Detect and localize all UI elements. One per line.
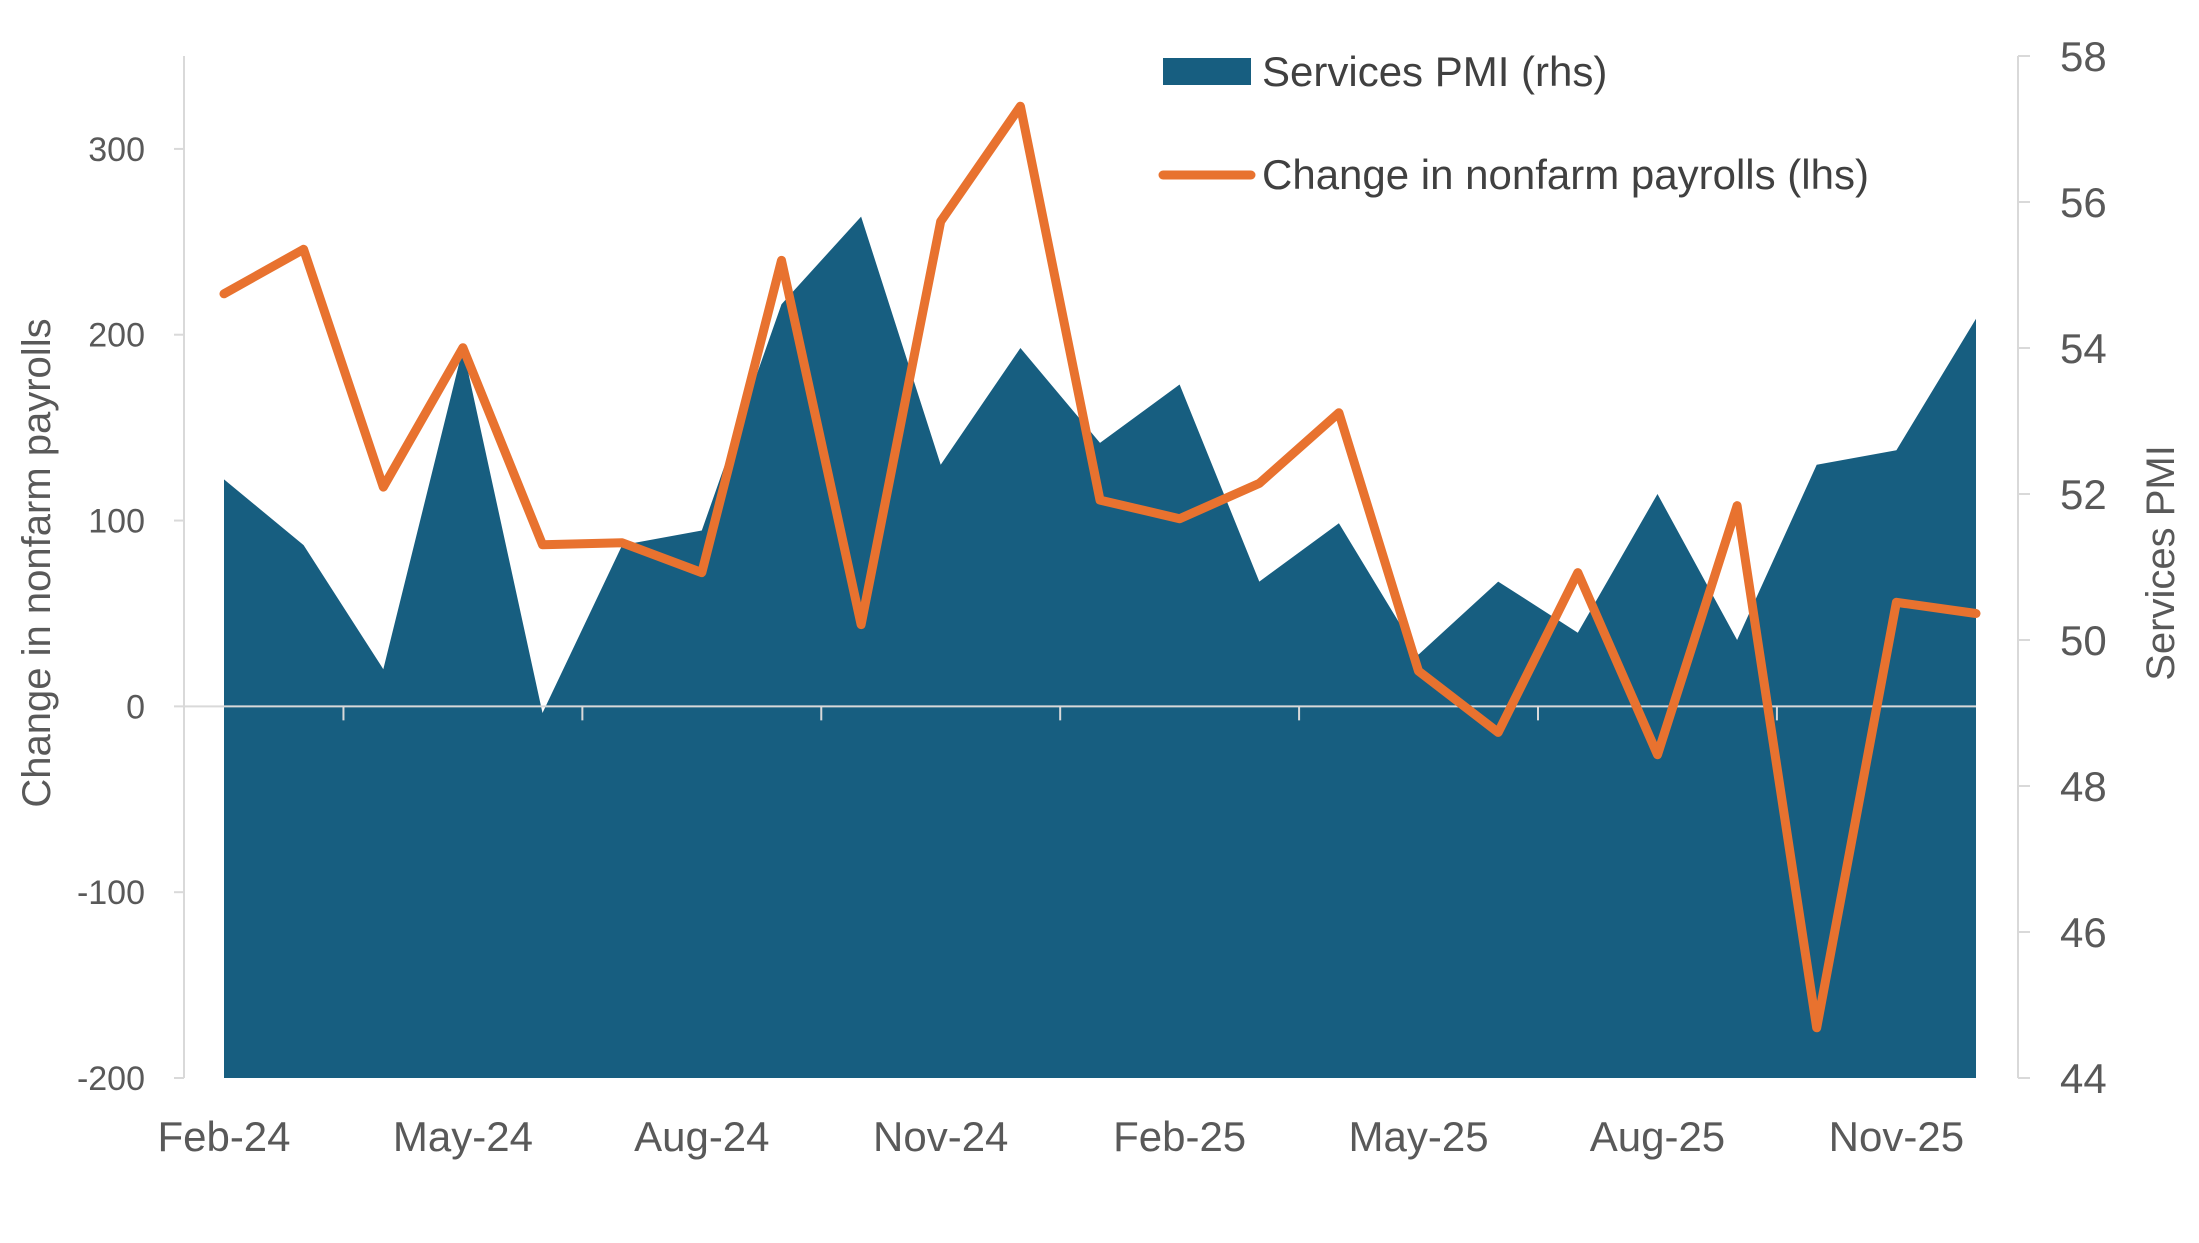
x-tick-label: May-24: [393, 1113, 533, 1160]
right-tick-label: 48: [2060, 763, 2107, 810]
right-tick-label: 46: [2060, 909, 2107, 956]
left-tick-label: 0: [126, 688, 145, 726]
right-tick-label: 52: [2060, 471, 2107, 518]
tick-labels-layer: -200 -100 0 100 200 300 44 46 48 50 52 54 56 58 Feb-24…: [77, 33, 2107, 1160]
right-axis-title: Services PMI: [2139, 445, 2183, 681]
left-tick-label: 200: [88, 317, 145, 355]
payrolls-line-layer: [219, 101, 1981, 1033]
x-tick-label: Aug-25: [1590, 1113, 1725, 1160]
legend-swatch-services-pmi: [1163, 58, 1251, 85]
axes-layer: [174, 55, 2030, 1079]
right-tick-label: 58: [2060, 33, 2107, 80]
legend-label-payrolls: Change in nonfarm payrolls (lhs): [1262, 151, 1869, 198]
left-tick-label: 100: [88, 503, 145, 541]
x-tick-label: Nov-24: [873, 1113, 1008, 1160]
x-tick-label: Feb-25: [1113, 1113, 1246, 1160]
left-tick-label: -200: [77, 1060, 145, 1098]
payrolls-line: [219, 101, 1981, 1033]
services-pmi-area: [224, 216, 1976, 1079]
right-tick-label: 44: [2060, 1055, 2107, 1102]
left-tick-label: -100: [77, 874, 145, 912]
legend: Services PMI (rhs) Change in nonfarm pay…: [1158, 48, 1869, 198]
right-tick-label: 56: [2060, 179, 2107, 226]
x-tick-label: Feb-24: [157, 1113, 290, 1160]
x-tick-label: Aug-24: [634, 1113, 769, 1160]
right-tick-label: 50: [2060, 617, 2107, 664]
services-pmi-area-layer: [224, 216, 1976, 1079]
right-tick-label: 54: [2060, 325, 2107, 372]
legend-label-services-pmi: Services PMI (rhs): [1262, 48, 1607, 95]
left-tick-label: 300: [88, 131, 145, 169]
x-tick-label: May-25: [1349, 1113, 1489, 1160]
left-axis-title: Change in nonfarm payrolls: [15, 318, 59, 807]
x-tick-label: Nov-25: [1829, 1113, 1964, 1160]
